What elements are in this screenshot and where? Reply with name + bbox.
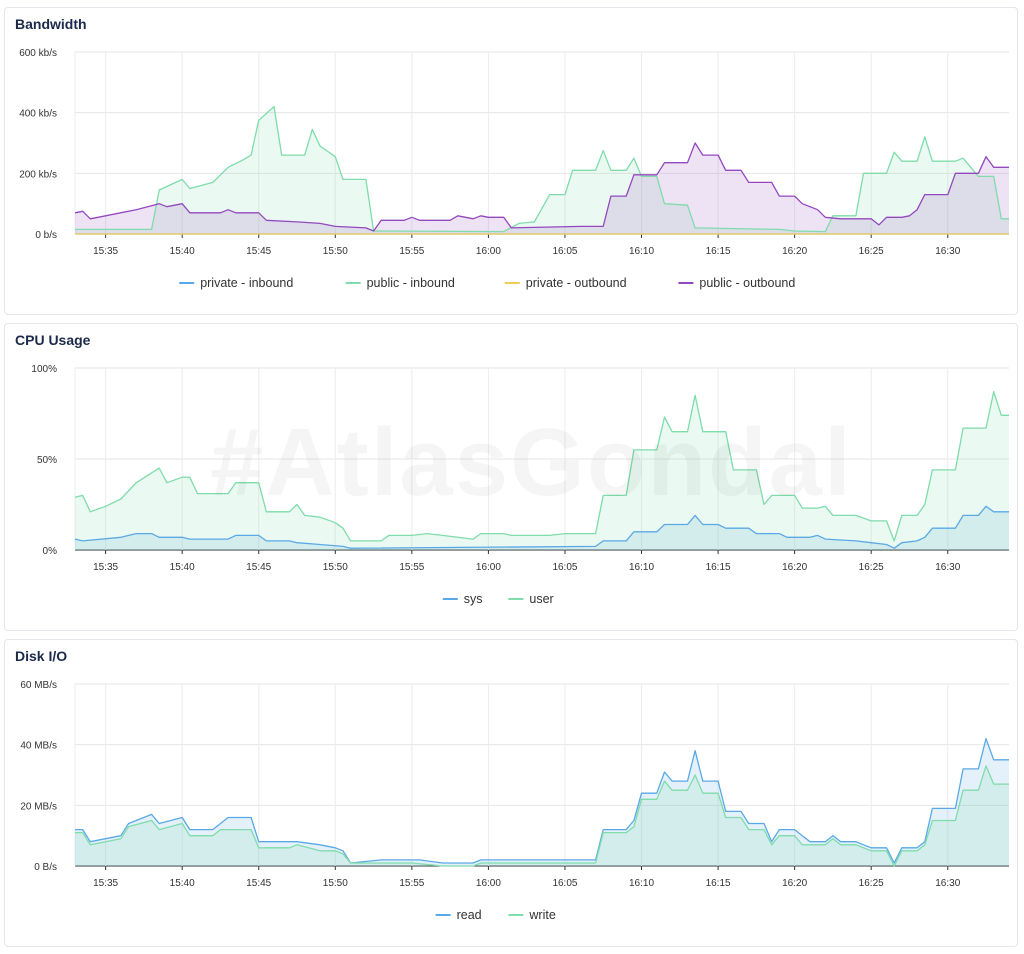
series-line-public-outbound [74, 142, 1009, 232]
x-tick-label: 15:50 [323, 878, 348, 889]
x-tick-label: 16:05 [552, 878, 577, 889]
y-tick-label: 40 MB/s [20, 741, 57, 752]
x-tick-label: 15:35 [93, 246, 118, 257]
y-tick-label: 60 MB/s [20, 680, 57, 691]
panel-title: Bandwidth [15, 16, 87, 32]
x-tick-label: 15:40 [170, 878, 195, 889]
legend-label-public-outbound: public - outbound [699, 276, 795, 290]
x-tick-label: 16:15 [706, 878, 731, 889]
x-tick-label: 16:25 [859, 878, 884, 889]
bandwidth-panel: Bandwidth 0 b/s 200 kb/s 400 kb/s 600 kb/s 1… [4, 7, 1018, 315]
y-tick-label: 20 MB/s [20, 801, 57, 812]
x-tick-label: 15:45 [246, 878, 271, 889]
y-tick-label: 200 kb/s [19, 169, 57, 180]
x-tick-label: 16:30 [935, 878, 960, 889]
series-line-read [75, 737, 1009, 864]
cpu-usage-chart: 0% 50% 100% 15:35 15:40 15:45 15:50 15:55 16:00 1… [31, 364, 1009, 606]
y-tick-label: 0 b/s [35, 230, 57, 241]
panel-title: Disk I/O [15, 648, 68, 664]
x-tick-label: 16:20 [782, 246, 807, 257]
x-tick-label: 16:20 [782, 562, 807, 573]
x-tick-label: 16:15 [706, 246, 731, 257]
y-tick-label: 50% [37, 455, 57, 466]
x-tick-label: 15:35 [93, 878, 118, 889]
x-tick-label: 16:10 [629, 246, 654, 257]
x-tick-label: 16:05 [552, 562, 577, 573]
x-tick-label: 16:30 [935, 562, 960, 573]
legend-label-user: user [529, 592, 553, 606]
bandwidth-chart: 0 b/s 200 kb/s 400 kb/s 600 kb/s 15:35 15:40 1… [19, 48, 1009, 290]
y-tick-label: 400 kb/s [19, 109, 57, 120]
series-area-public-inbound [75, 106, 1009, 234]
x-tick-label: 15:45 [246, 562, 271, 573]
series-line-write [75, 765, 1009, 867]
x-tick-label: 15:45 [246, 246, 271, 257]
disk-io-chart: 0 B/s 20 MB/s 40 MB/s 60 MB/s 15:35 15:40 15:4… [20, 680, 1009, 922]
x-tick-label: 16:25 [859, 562, 884, 573]
x-tick-label: 15:55 [399, 878, 424, 889]
series-area-write [75, 765, 1009, 866]
series-line-public-inbound [75, 105, 1009, 233]
x-tick-label: 16:00 [476, 562, 501, 573]
legend-label-read: read [457, 908, 482, 922]
panel-title: CPU Usage [15, 332, 91, 348]
x-tick-label: 15:55 [399, 562, 424, 573]
x-tick-label: 16:15 [706, 562, 731, 573]
x-tick-label: 15:35 [93, 562, 118, 573]
series-line-sys [74, 505, 1009, 549]
y-tick-label: 600 kb/s [19, 48, 57, 59]
legend-label-private-inbound: private - inbound [200, 276, 293, 290]
x-tick-label: 16:10 [629, 878, 654, 889]
x-tick-label: 16:10 [629, 562, 654, 573]
x-tick-label: 16:00 [476, 878, 501, 889]
legend-label-public-inbound: public - inbound [367, 276, 455, 290]
series-area-sys [75, 506, 1009, 550]
y-tick-label: 0% [43, 546, 58, 557]
x-tick-label: 15:40 [170, 562, 195, 573]
series-line-user [74, 391, 1009, 542]
y-tick-label: 0 B/s [34, 862, 57, 873]
legend-label-private-outbound: private - outbound [526, 276, 627, 290]
y-tick-label: 100% [31, 364, 57, 375]
legend-label-write: write [528, 908, 555, 922]
legend-label-sys: sys [464, 592, 483, 606]
x-tick-label: 15:55 [399, 246, 424, 257]
x-tick-label: 15:40 [170, 246, 195, 257]
series-area-read [75, 738, 1009, 866]
x-tick-label: 16:30 [935, 246, 960, 257]
series-area-public-outbound [75, 143, 1009, 234]
x-tick-label: 15:50 [323, 246, 348, 257]
x-tick-label: 16:00 [476, 246, 501, 257]
x-tick-label: 16:20 [782, 878, 807, 889]
x-tick-label: 16:05 [552, 246, 577, 257]
x-tick-label: 15:50 [323, 562, 348, 573]
disk-io-panel: Disk I/O 0 B/s 20 MB/s 40 MB/s 60 MB/s 15:35… [4, 639, 1018, 947]
x-tick-label: 16:25 [859, 246, 884, 257]
cpu-usage-panel: CPU Usage 0% 50% 100% 15:35 15:40 15:45 15:50 1… [4, 323, 1018, 631]
series-area-user [75, 391, 1009, 550]
